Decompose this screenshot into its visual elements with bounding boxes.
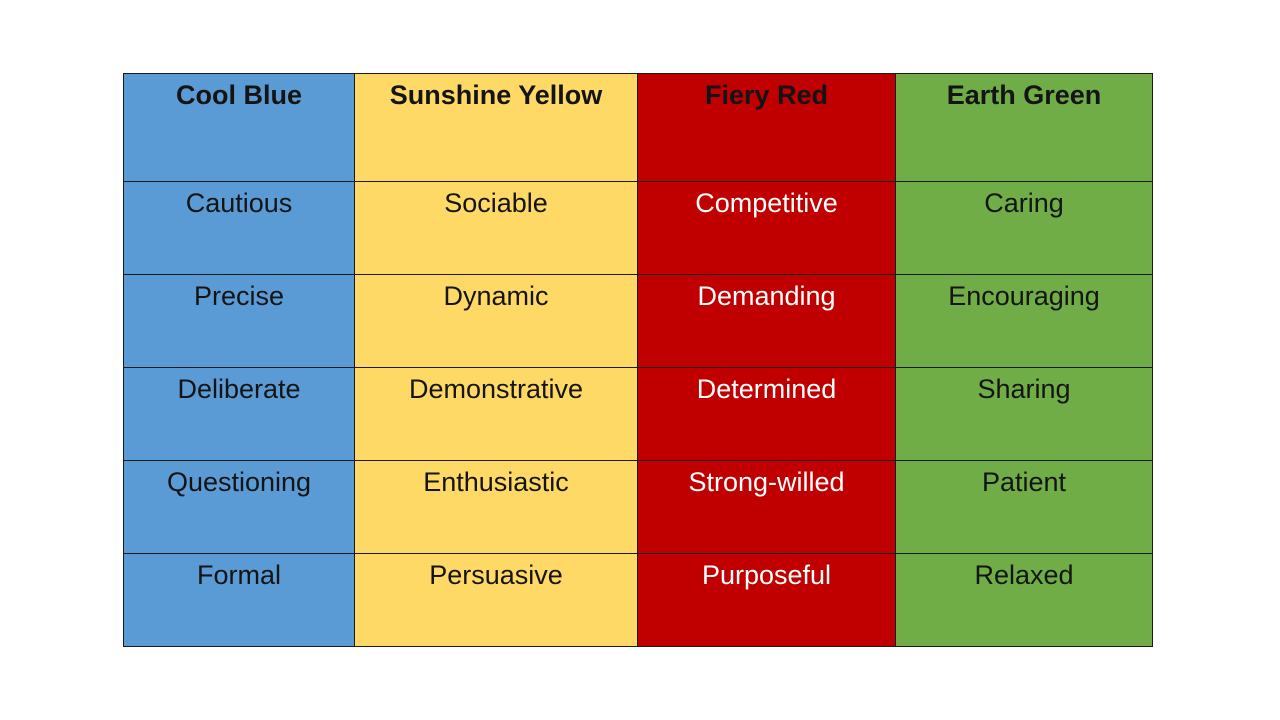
trait-cell: Patient bbox=[895, 460, 1153, 554]
trait-cell: Persuasive bbox=[354, 553, 638, 647]
trait-cell: Demonstrative bbox=[354, 367, 638, 461]
trait-cell: Sociable bbox=[354, 181, 638, 275]
trait-cell: Competitive bbox=[637, 181, 896, 275]
header-cool-blue: Cool Blue bbox=[123, 73, 355, 182]
trait-cell: Cautious bbox=[123, 181, 355, 275]
trait-cell: Sharing bbox=[895, 367, 1153, 461]
trait-row: Questioning Enthusiastic Strong-willed P… bbox=[123, 460, 1153, 554]
trait-cell: Purposeful bbox=[637, 553, 896, 647]
trait-cell: Dynamic bbox=[354, 274, 638, 368]
trait-cell: Questioning bbox=[123, 460, 355, 554]
trait-cell: Determined bbox=[637, 367, 896, 461]
trait-cell: Demanding bbox=[637, 274, 896, 368]
header-row: Cool Blue Sunshine Yellow Fiery Red Eart… bbox=[123, 73, 1153, 182]
trait-row: Formal Persuasive Purposeful Relaxed bbox=[123, 553, 1153, 647]
trait-row: Cautious Sociable Competitive Caring bbox=[123, 181, 1153, 275]
trait-cell: Caring bbox=[895, 181, 1153, 275]
header-fiery-red: Fiery Red bbox=[637, 73, 896, 182]
personality-color-table: Cool Blue Sunshine Yellow Fiery Red Eart… bbox=[123, 73, 1153, 647]
trait-cell: Precise bbox=[123, 274, 355, 368]
trait-cell: Relaxed bbox=[895, 553, 1153, 647]
trait-cell: Enthusiastic bbox=[354, 460, 638, 554]
trait-row: Deliberate Demonstrative Determined Shar… bbox=[123, 367, 1153, 461]
trait-cell: Encouraging bbox=[895, 274, 1153, 368]
header-earth-green: Earth Green bbox=[895, 73, 1153, 182]
trait-cell: Strong-willed bbox=[637, 460, 896, 554]
trait-cell: Deliberate bbox=[123, 367, 355, 461]
header-sunshine-yellow: Sunshine Yellow bbox=[354, 73, 638, 182]
trait-row: Precise Dynamic Demanding Encouraging bbox=[123, 274, 1153, 368]
trait-cell: Formal bbox=[123, 553, 355, 647]
